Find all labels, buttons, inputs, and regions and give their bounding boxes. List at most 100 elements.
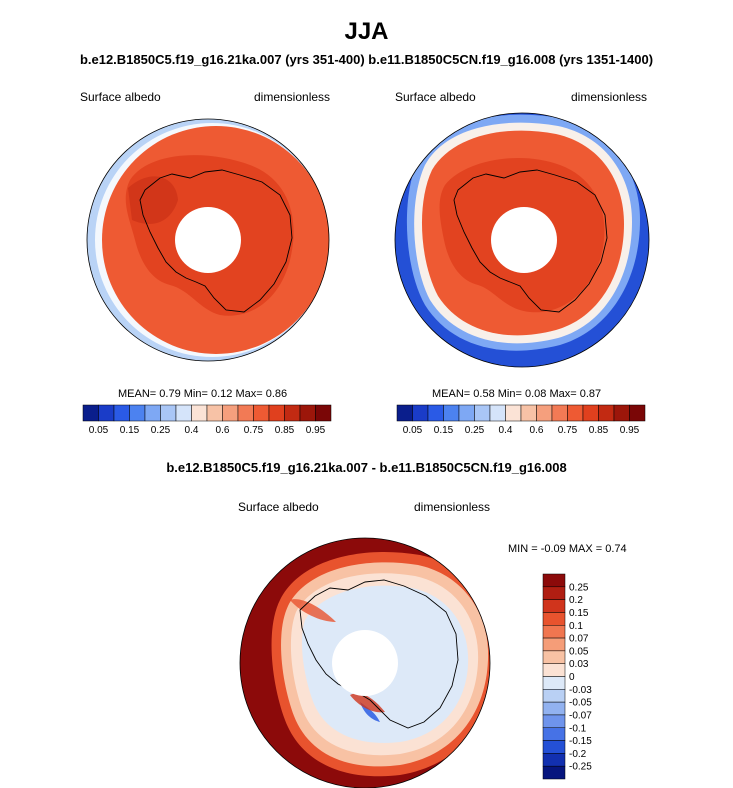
left-colorbar-tick-label: 0.85	[275, 425, 295, 436]
diff-pole-hole	[332, 630, 398, 696]
right-colorbar-tick-label: 0.05	[403, 425, 423, 436]
right-mean-value: 0.58	[473, 388, 495, 400]
left-colorbar-box-10	[237, 404, 254, 422]
right-colorbar-box-9	[536, 404, 553, 422]
left-max-label: Max=	[235, 388, 263, 400]
diff-colorbar-tick-label: 0.03	[569, 659, 589, 670]
right-antarctica-coastline	[453, 169, 608, 313]
left-colorbar-tick-label: 0.25	[151, 425, 171, 436]
left-colorbar-box-2	[113, 404, 130, 422]
diff-colorbar-box-9	[542, 689, 566, 703]
left-colorbar: 0.05 0.15 0.25 0.4 0.6 0.75 0.85 0.95	[82, 404, 332, 436]
right-colorbar-box-11	[567, 404, 584, 422]
left-colorbar-box-6	[175, 404, 192, 422]
diff-colorbar-tick-label: -0.25	[569, 762, 592, 773]
diff-colorbar-box-14	[542, 753, 566, 767]
diff-colorbar-box-3	[542, 612, 566, 626]
diff-colorbar-tick-label: -0.2	[569, 749, 587, 760]
right-colorbar-tick-label: 0.95	[620, 425, 640, 436]
diff-panel-units-label: dimensionless	[414, 500, 491, 514]
diff-colorbar-tick-label: 0.2	[569, 595, 583, 606]
diff-colorbar-box-11	[542, 714, 566, 728]
right-colorbar-box-15	[629, 404, 646, 422]
right-panel-units-label: dimensionless	[571, 90, 648, 104]
diff-colorbar-box-1	[542, 586, 566, 600]
left-colorbar-box-9	[222, 404, 239, 422]
left-map-boundary	[86, 118, 330, 362]
right-min-label: Min=	[497, 388, 522, 400]
diff-colorbar-tick-label: 0.1	[569, 621, 583, 632]
diff-colorbar-tick-label: -0.07	[569, 710, 592, 721]
diff-colorbar-box-8	[542, 676, 566, 690]
right-colorbar-tick-label: 0.25	[465, 425, 485, 436]
season-title: JJA	[344, 18, 389, 45]
left-colorbar-box-0	[82, 404, 99, 422]
diff-antarctica-coastline	[299, 579, 459, 729]
right-max-value: 0.87	[579, 388, 602, 400]
left-colorbar-box-14	[299, 404, 316, 422]
left-colorbar-box-11	[253, 404, 270, 422]
left-antarctica-coastline	[139, 169, 293, 313]
diff-colorbar-box-5	[542, 637, 566, 652]
left-colorbar-box-12	[268, 404, 285, 422]
right-colorbar-box-4	[458, 404, 475, 422]
diff-colorbar-box-7	[542, 663, 566, 677]
right-panel-stats: MEAN= 0.58 Min= 0.08 Max= 0.87	[432, 388, 601, 400]
diff-colorbar: 0.250.20.150.10.070.050.030-0.03-0.05-0.…	[542, 573, 592, 780]
left-colorbar-tick-label: 0.4	[185, 425, 199, 436]
right-colorbar-box-6	[489, 404, 506, 422]
right-colorbar-box-1	[412, 404, 429, 422]
diff-colorbar-tick-label: -0.03	[569, 685, 592, 696]
right-colorbar-box-12	[582, 404, 599, 422]
right-colorbar-tick-label: 0.6	[530, 425, 544, 436]
left-colorbar-tick-label: 0.95	[306, 425, 326, 436]
diff-colorbar-box-6	[542, 650, 566, 664]
left-colorbar-box-13	[284, 404, 301, 422]
right-colorbar-tick-label: 0.4	[499, 425, 513, 436]
left-panel-variable-label: Surface albedo	[80, 90, 161, 104]
left-colorbar-tick-label: 0.6	[216, 425, 230, 436]
diff-colorbar-tick-label: 0.05	[569, 646, 589, 657]
left-colorbar-box-1	[98, 404, 115, 422]
right-colorbar-tick-label: 0.85	[589, 425, 609, 436]
diff-colorbar-tick-label: -0.1	[569, 723, 587, 734]
left-colorbar-box-15	[315, 404, 332, 422]
right-colorbar-box-0	[396, 404, 413, 422]
diff-colorbar-box-2	[542, 599, 566, 613]
diff-colorbar-box-12	[542, 727, 566, 741]
diff-colorbar-tick-label: 0.15	[569, 608, 589, 619]
diff-colorbar-tick-label: -0.15	[569, 736, 592, 747]
right-colorbar-box-13	[598, 404, 615, 422]
right-colorbar: 0.05 0.15 0.25 0.4 0.6 0.75 0.85 0.95	[396, 404, 646, 436]
right-max-label: Max=	[549, 388, 577, 400]
left-colorbar-tick-label: 0.05	[89, 425, 109, 436]
diff-panel-variable-label: Surface albedo	[238, 500, 319, 514]
diff-colorbar-tick-label: 0	[569, 672, 575, 683]
right-colorbar-box-10	[551, 404, 568, 422]
comparison-subtitle: b.e12.B1850C5.f19_g16.21ka.007 (yrs 351-…	[79, 52, 654, 67]
right-colorbar-tick-label: 0.15	[434, 425, 454, 436]
left-colorbar-box-7	[191, 404, 208, 422]
right-min-value: 0.08	[524, 388, 547, 400]
left-panel-units-label: dimensionless	[254, 90, 331, 104]
left-mean-label: MEAN=	[118, 388, 157, 400]
diff-colorbar-box-15	[542, 765, 566, 780]
right-colorbar-box-14	[613, 404, 630, 422]
right-map-boundary	[394, 112, 650, 368]
left-colorbar-box-3	[129, 404, 146, 422]
left-colorbar-box-4	[144, 404, 161, 422]
difference-title: b.e12.B1850C5.f19_g16.21ka.007 - b.e11.B…	[166, 460, 567, 475]
left-pole-hole	[175, 207, 241, 273]
left-colorbar-tick-label: 0.15	[120, 425, 140, 436]
diff-colorbar-box-13	[542, 740, 566, 754]
right-panel-variable-label: Surface albedo	[395, 90, 476, 104]
left-mean-value: 0.79	[159, 388, 181, 400]
left-min-label: Min=	[183, 388, 208, 400]
right-mean-label: MEAN=	[432, 388, 471, 400]
left-panel-stats: MEAN= 0.79 Min= 0.12 Max= 0.86	[118, 388, 287, 400]
left-max-value: 0.86	[265, 388, 288, 400]
right-colorbar-box-8	[520, 404, 537, 422]
left-colorbar-box-5	[160, 404, 177, 422]
diff-colorbar-box-10	[542, 701, 566, 716]
